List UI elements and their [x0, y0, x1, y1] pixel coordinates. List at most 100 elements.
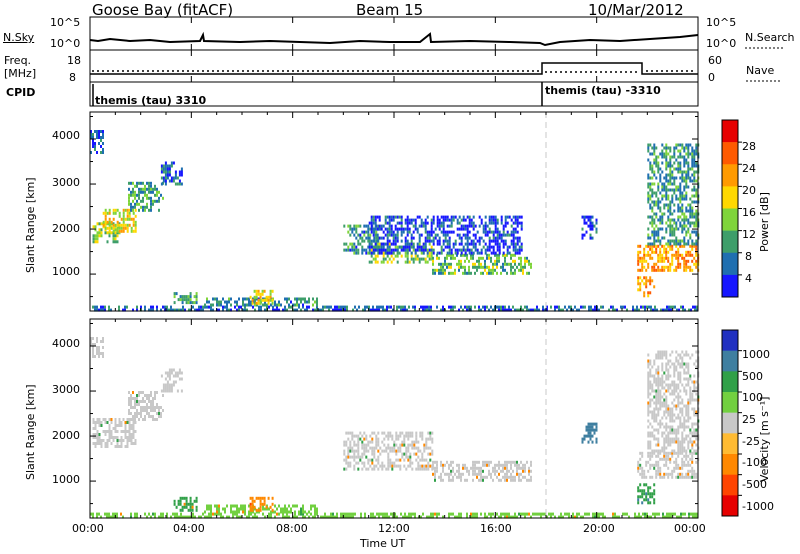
data-cell: [448, 242, 451, 246]
data-cell: [681, 463, 684, 467]
data-cell: [395, 431, 398, 435]
data-cell: [554, 305, 556, 309]
power-cbar-swatch: [722, 120, 738, 143]
data-cell: [661, 253, 664, 257]
data-cell: [431, 437, 434, 441]
data-cell: [657, 449, 660, 453]
data-cell: [687, 377, 690, 381]
data-cell: [663, 353, 666, 357]
data-cell: [508, 469, 510, 473]
data-cell: [440, 224, 443, 228]
data-cell: [691, 188, 694, 192]
data-cell: [118, 211, 121, 215]
data-cell: [673, 203, 676, 207]
data-cell: [172, 512, 174, 516]
data-cell: [345, 242, 348, 246]
data-cell: [466, 230, 469, 234]
data-cell: [144, 418, 146, 421]
data-cell: [343, 443, 346, 447]
data-cell: [444, 218, 447, 222]
data-cell: [647, 431, 650, 435]
velocity-cbar-swatch: [722, 474, 738, 496]
data-cell: [474, 469, 476, 473]
data-cell: [685, 265, 688, 269]
data-cell: [395, 452, 398, 456]
data-cell: [628, 515, 630, 519]
data-cell: [687, 161, 690, 165]
data-cell: [661, 256, 664, 260]
data-cell: [176, 512, 178, 516]
data-cell: [164, 170, 167, 174]
data-cell: [120, 217, 123, 221]
data-cell: [687, 440, 690, 444]
data-cell: [454, 268, 456, 272]
data-cell: [148, 196, 150, 200]
data-cell: [403, 452, 406, 456]
data-cell: [506, 233, 509, 237]
data-cell: [653, 437, 656, 441]
data-cell: [644, 308, 646, 312]
data-cell: [595, 425, 598, 429]
data-cell: [691, 247, 694, 251]
data-cell: [649, 401, 652, 405]
data-cell: [390, 227, 393, 231]
data-cell: [587, 434, 590, 438]
data-cell: [114, 234, 117, 238]
data-cell: [683, 268, 686, 272]
data-cell: [442, 305, 444, 309]
data-cell: [398, 215, 401, 219]
data-cell: [671, 431, 674, 435]
data-cell: [466, 227, 469, 231]
data-cell: [390, 305, 392, 309]
data-cell: [126, 430, 129, 433]
data-cell: [189, 502, 192, 506]
data-cell: [639, 282, 642, 286]
data-cell: [474, 460, 476, 464]
data-cell: [466, 248, 469, 252]
data-cell: [659, 380, 662, 384]
data-cell: [98, 433, 101, 436]
data-cell: [208, 512, 210, 516]
data-cell: [269, 298, 272, 302]
data-cell: [693, 188, 696, 192]
data-cell: [665, 362, 668, 366]
data-cell: [504, 305, 506, 309]
data-cell: [150, 190, 152, 194]
data-cell: [361, 239, 364, 243]
data-cell: [416, 227, 419, 231]
data-cell: [104, 211, 107, 215]
data-cell: [518, 478, 520, 482]
data-cell: [349, 248, 352, 252]
data-cell: [387, 467, 390, 471]
data-cell: [312, 303, 314, 307]
data-cell: [361, 443, 364, 447]
data-cell: [671, 389, 674, 393]
data-cell: [430, 221, 433, 225]
data-cell: [166, 167, 169, 171]
data-cell: [588, 308, 590, 312]
data-cell: [144, 406, 146, 409]
data-cell: [188, 515, 190, 519]
data-cell: [386, 248, 389, 252]
data-cell: [661, 221, 664, 225]
data-cell: [191, 505, 194, 509]
data-cell: [186, 515, 188, 519]
data-cell: [428, 248, 431, 252]
data-cell: [212, 297, 214, 301]
data-cell: [412, 248, 415, 252]
data-cell: [566, 308, 568, 312]
data-cell: [595, 227, 598, 231]
data-cell: [643, 256, 646, 260]
data-cell: [448, 224, 451, 228]
data-cell: [651, 188, 654, 192]
data-cell: [675, 158, 678, 162]
data-cell: [514, 512, 516, 516]
data-cell: [290, 507, 292, 511]
data-cell: [669, 374, 672, 378]
data-cell: [647, 386, 650, 390]
data-cell: [222, 297, 224, 301]
data-cell: [415, 437, 418, 441]
data-cell: [152, 418, 154, 421]
data-cell: [685, 451, 688, 455]
data-cell: [506, 262, 508, 266]
